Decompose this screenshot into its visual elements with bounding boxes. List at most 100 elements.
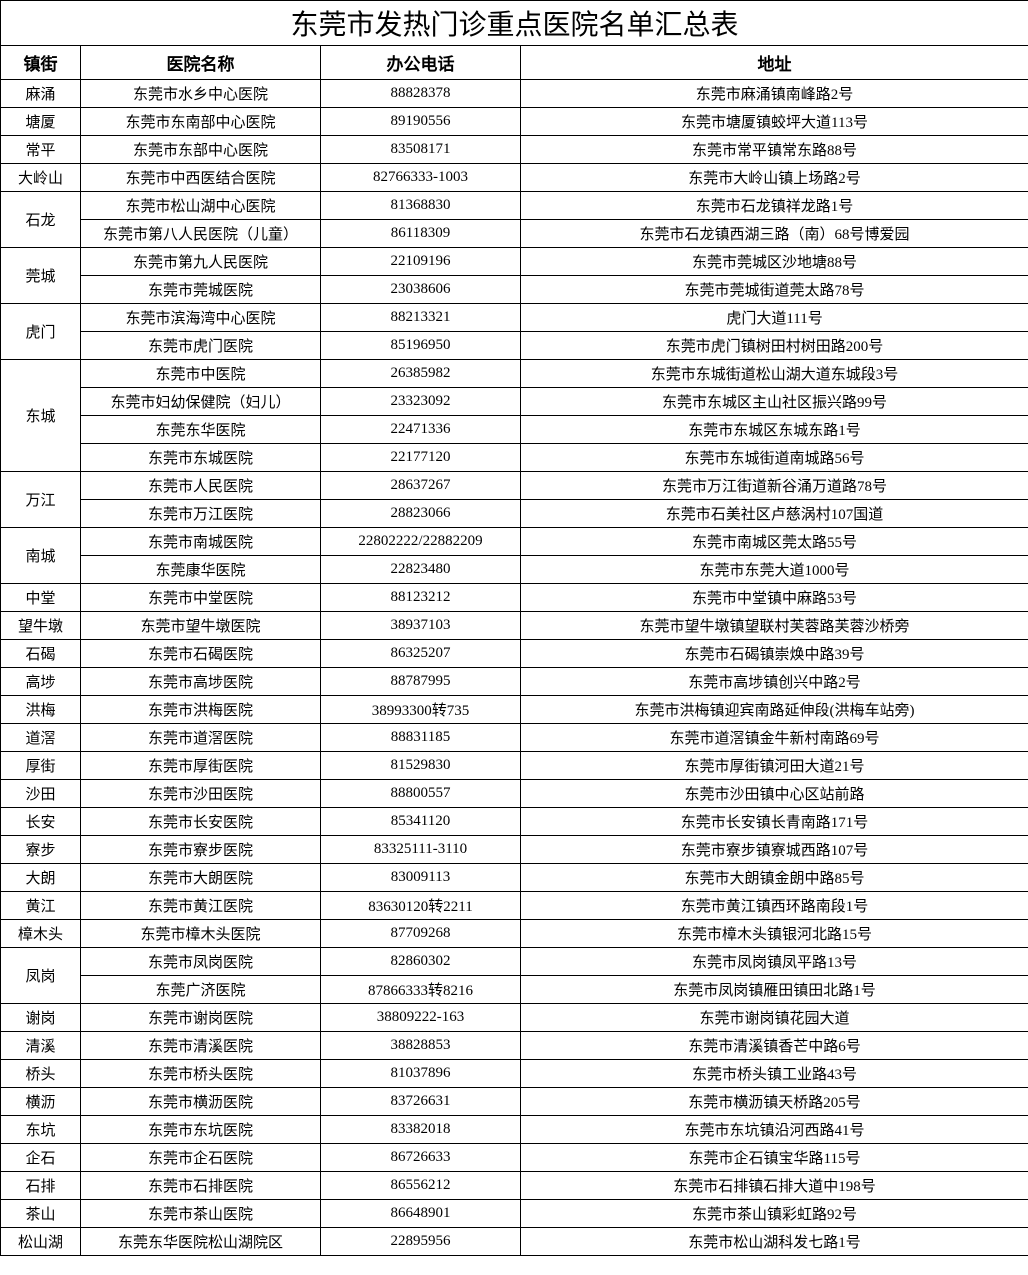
cell-address: 东莞市道滘镇金牛新村南路69号	[521, 724, 1028, 752]
cell-phone: 22471336	[321, 416, 521, 444]
cell-address: 东莞市望牛墩镇望联村芙蓉路芙蓉沙桥旁	[521, 612, 1028, 640]
header-phone: 办公电话	[321, 46, 521, 80]
cell-address: 东莞市常平镇常东路88号	[521, 136, 1028, 164]
cell-phone: 88787995	[321, 668, 521, 696]
cell-phone: 38993300转735	[321, 696, 521, 724]
cell-phone: 22823480	[321, 556, 521, 584]
cell-address: 东莞市洪梅镇迎宾南路延伸段(洪梅车站旁)	[521, 696, 1028, 724]
cell-phone: 83630120转2211	[321, 892, 521, 920]
cell-hospital: 东莞市大朗医院	[81, 864, 321, 892]
cell-town: 麻涌	[1, 80, 81, 108]
table-row: 东城东莞市中医院26385982东莞市东城街道松山湖大道东城段3号	[1, 360, 1028, 388]
cell-phone: 83726631	[321, 1088, 521, 1116]
table-row: 东莞市莞城医院23038606东莞市莞城街道莞太路78号	[1, 276, 1028, 304]
cell-phone: 38937103	[321, 612, 521, 640]
hospital-table: 东莞市发热门诊重点医院名单汇总表 镇街 医院名称 办公电话 地址 麻涌东莞市水乡…	[0, 0, 1028, 1256]
cell-address: 东莞市石排镇石排大道中198号	[521, 1172, 1028, 1200]
cell-hospital: 东莞市厚街医院	[81, 752, 321, 780]
cell-hospital: 东莞市人民医院	[81, 472, 321, 500]
table-row: 南城东莞市南城医院22802222/22882209东莞市南城区莞太路55号	[1, 528, 1028, 556]
cell-address: 东莞市中堂镇中麻路53号	[521, 584, 1028, 612]
cell-address: 东莞市大岭山镇上场路2号	[521, 164, 1028, 192]
cell-town: 石排	[1, 1172, 81, 1200]
cell-address: 东莞市东城区东城东路1号	[521, 416, 1028, 444]
cell-phone: 85196950	[321, 332, 521, 360]
cell-town: 沙田	[1, 780, 81, 808]
cell-phone: 87709268	[321, 920, 521, 948]
cell-town: 寮步	[1, 836, 81, 864]
cell-town: 莞城	[1, 248, 81, 304]
cell-phone: 88123212	[321, 584, 521, 612]
cell-address: 东莞市松山湖科发七路1号	[521, 1228, 1028, 1256]
cell-hospital: 东莞市望牛墩医院	[81, 612, 321, 640]
cell-town: 道滘	[1, 724, 81, 752]
cell-phone: 88800557	[321, 780, 521, 808]
header-address: 地址	[521, 46, 1028, 80]
table-row: 洪梅东莞市洪梅医院38993300转735东莞市洪梅镇迎宾南路延伸段(洪梅车站旁…	[1, 696, 1028, 724]
cell-phone: 81368830	[321, 192, 521, 220]
cell-town: 清溪	[1, 1032, 81, 1060]
cell-phone: 38828853	[321, 1032, 521, 1060]
cell-hospital: 东莞市第八人民医院（儿童）	[81, 220, 321, 248]
cell-hospital: 东莞市樟木头医院	[81, 920, 321, 948]
table-row: 寮步东莞市寮步医院83325111-3110东莞市寮步镇寮城西路107号	[1, 836, 1028, 864]
cell-town: 凤岗	[1, 948, 81, 1004]
cell-hospital: 东莞市妇幼保健院（妇儿）	[81, 388, 321, 416]
cell-address: 东莞市东莞大道1000号	[521, 556, 1028, 584]
table-row: 石龙东莞市松山湖中心医院81368830东莞市石龙镇祥龙路1号	[1, 192, 1028, 220]
cell-town: 中堂	[1, 584, 81, 612]
cell-phone: 83009113	[321, 864, 521, 892]
cell-hospital: 东莞市中堂医院	[81, 584, 321, 612]
header-town: 镇街	[1, 46, 81, 80]
cell-phone: 83508171	[321, 136, 521, 164]
table-row: 高埗东莞市高埗医院88787995东莞市高埗镇创兴中路2号	[1, 668, 1028, 696]
cell-town: 横沥	[1, 1088, 81, 1116]
cell-address: 东莞市东坑镇沿河西路41号	[521, 1116, 1028, 1144]
cell-address: 东莞市高埗镇创兴中路2号	[521, 668, 1028, 696]
cell-phone: 86118309	[321, 220, 521, 248]
table-row: 大朗东莞市大朗医院83009113东莞市大朗镇金朗中路85号	[1, 864, 1028, 892]
table-row: 塘厦东莞市东南部中心医院89190556东莞市塘厦镇蛟坪大道113号	[1, 108, 1028, 136]
table-row: 樟木头东莞市樟木头医院87709268东莞市樟木头镇银河北路15号	[1, 920, 1028, 948]
cell-phone: 82860302	[321, 948, 521, 976]
table-row: 茶山东莞市茶山医院86648901东莞市茶山镇彩虹路92号	[1, 1200, 1028, 1228]
cell-town: 茶山	[1, 1200, 81, 1228]
table-row: 常平东莞市东部中心医院83508171东莞市常平镇常东路88号	[1, 136, 1028, 164]
table-row: 黄江东莞市黄江医院83630120转2211东莞市黄江镇西环路南段1号	[1, 892, 1028, 920]
title-row: 东莞市发热门诊重点医院名单汇总表	[1, 1, 1028, 46]
table-row: 清溪东莞市清溪医院38828853东莞市清溪镇香芒中路6号	[1, 1032, 1028, 1060]
table-row: 万江东莞市人民医院28637267东莞市万江街道新谷涌万道路78号	[1, 472, 1028, 500]
cell-address: 东莞市樟木头镇银河北路15号	[521, 920, 1028, 948]
cell-address: 东莞市万江街道新谷涌万道路78号	[521, 472, 1028, 500]
cell-town: 桥头	[1, 1060, 81, 1088]
cell-town: 东坑	[1, 1116, 81, 1144]
table-row: 东莞东华医院22471336东莞市东城区东城东路1号	[1, 416, 1028, 444]
cell-town: 松山湖	[1, 1228, 81, 1256]
cell-hospital: 东莞市石碣医院	[81, 640, 321, 668]
table-row: 道滘东莞市道滘医院88831185东莞市道滘镇金牛新村南路69号	[1, 724, 1028, 752]
cell-hospital: 东莞市长安医院	[81, 808, 321, 836]
cell-address: 东莞市谢岗镇花园大道	[521, 1004, 1028, 1032]
table-row: 松山湖东莞东华医院松山湖院区22895956东莞市松山湖科发七路1号	[1, 1228, 1028, 1256]
cell-hospital: 东莞市第九人民医院	[81, 248, 321, 276]
cell-town: 大岭山	[1, 164, 81, 192]
cell-hospital: 东莞市水乡中心医院	[81, 80, 321, 108]
cell-address: 东莞市黄江镇西环路南段1号	[521, 892, 1028, 920]
table-row: 东莞康华医院22823480东莞市东莞大道1000号	[1, 556, 1028, 584]
cell-hospital: 东莞康华医院	[81, 556, 321, 584]
cell-address: 东莞市厚街镇河田大道21号	[521, 752, 1028, 780]
cell-hospital: 东莞市东坑医院	[81, 1116, 321, 1144]
cell-address: 东莞市石碣镇崇焕中路39号	[521, 640, 1028, 668]
table-row: 东莞市妇幼保健院（妇儿）23323092东莞市东城区主山社区振兴路99号	[1, 388, 1028, 416]
cell-hospital: 东莞市凤岗医院	[81, 948, 321, 976]
cell-hospital: 东莞市茶山医院	[81, 1200, 321, 1228]
table-row: 麻涌东莞市水乡中心医院88828378东莞市麻涌镇南峰路2号	[1, 80, 1028, 108]
cell-hospital: 东莞市东南部中心医院	[81, 108, 321, 136]
cell-phone: 88213321	[321, 304, 521, 332]
cell-phone: 81529830	[321, 752, 521, 780]
cell-phone: 86648901	[321, 1200, 521, 1228]
cell-address: 东莞市大朗镇金朗中路85号	[521, 864, 1028, 892]
table-row: 凤岗东莞市凤岗医院82860302东莞市凤岗镇凤平路13号	[1, 948, 1028, 976]
cell-phone: 87866333转8216	[321, 976, 521, 1004]
cell-address: 东莞市凤岗镇雁田镇田北路1号	[521, 976, 1028, 1004]
